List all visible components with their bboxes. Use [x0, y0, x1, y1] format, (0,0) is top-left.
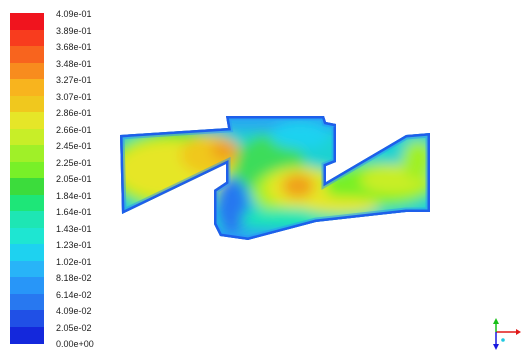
colorbar-tick-label: 4.09e-02	[56, 306, 92, 316]
colorbar-swatch	[10, 161, 44, 179]
colorbar-tick-label: 3.89e-01	[56, 25, 92, 36]
colorbar-tick-label: 8.18e-02	[56, 273, 92, 283]
colorbar-swatch	[10, 260, 44, 278]
colorbar-tick-label: 3.27e-01	[56, 75, 92, 85]
colorbar-swatch	[10, 194, 44, 212]
colorbar-tick-label: 0.00e+00	[56, 339, 94, 349]
colorbar-swatch	[10, 29, 44, 47]
colorbar-swatch	[10, 13, 44, 30]
colorbar-swatch	[10, 79, 44, 96]
colorbar-tick-label: 3.48e-01	[56, 58, 92, 69]
colorbar-swatch	[10, 227, 44, 245]
colorbar-swatch	[10, 46, 44, 63]
colorbar-swatch	[10, 326, 44, 344]
field-peak-mid	[282, 174, 314, 198]
field-yellow-bottom	[300, 197, 380, 213]
colorbar-tick-label: 6.14e-02	[56, 289, 92, 300]
colorbar-swatch	[10, 128, 44, 146]
axis-triad-icon	[493, 318, 521, 350]
colorbar-tick-label: 2.05e-02	[56, 322, 92, 333]
colorbar-ticks: 4.09e-01 3.89e-01 3.68e-01 3.48e-01 3.27e-01…	[56, 9, 136, 349]
flow-domain	[120, 116, 430, 240]
colorbar-tick-label: 1.23e-01	[56, 240, 92, 250]
colorbar-tick-label: 1.43e-01	[56, 223, 92, 234]
colorbar-tick-label: 4.09e-01	[56, 9, 92, 19]
colorbar-swatch	[10, 95, 44, 113]
colorbar-tick-label: 1.02e-01	[56, 256, 92, 267]
wall-layer-inner	[120, 116, 430, 240]
colorbar-swatch	[10, 211, 44, 228]
colorbar-tick-label: 2.86e-01	[56, 108, 92, 118]
colorbar-tick-label: 3.07e-01	[56, 91, 92, 102]
colorbar-swatch	[10, 277, 44, 294]
colorbar-tick-label: 1.64e-01	[56, 207, 92, 217]
colorbar-tick-label: 2.66e-01	[56, 124, 92, 135]
colorbar-tick-label: 3.68e-01	[56, 42, 92, 52]
colorbar	[10, 13, 44, 344]
colorbar-tick-label: 2.25e-01	[56, 157, 92, 168]
field-peak-inlet	[211, 140, 239, 160]
field-blue-chamber	[270, 121, 330, 149]
colorbar-swatch	[10, 145, 44, 162]
colorbar-swatch	[10, 293, 44, 311]
colorbar-swatch	[10, 62, 44, 80]
colorbar-tick-label: 1.84e-01	[56, 190, 92, 201]
colorbar-tick-label: 2.05e-01	[56, 174, 92, 184]
colorbar-swatch	[10, 112, 44, 129]
colorbar-tick-label: 2.45e-01	[56, 141, 92, 151]
field-blue-left-wall	[216, 177, 248, 233]
colorbar-swatch	[10, 244, 44, 261]
colorbar-swatch	[10, 310, 44, 327]
colorbar-swatch	[10, 178, 44, 195]
